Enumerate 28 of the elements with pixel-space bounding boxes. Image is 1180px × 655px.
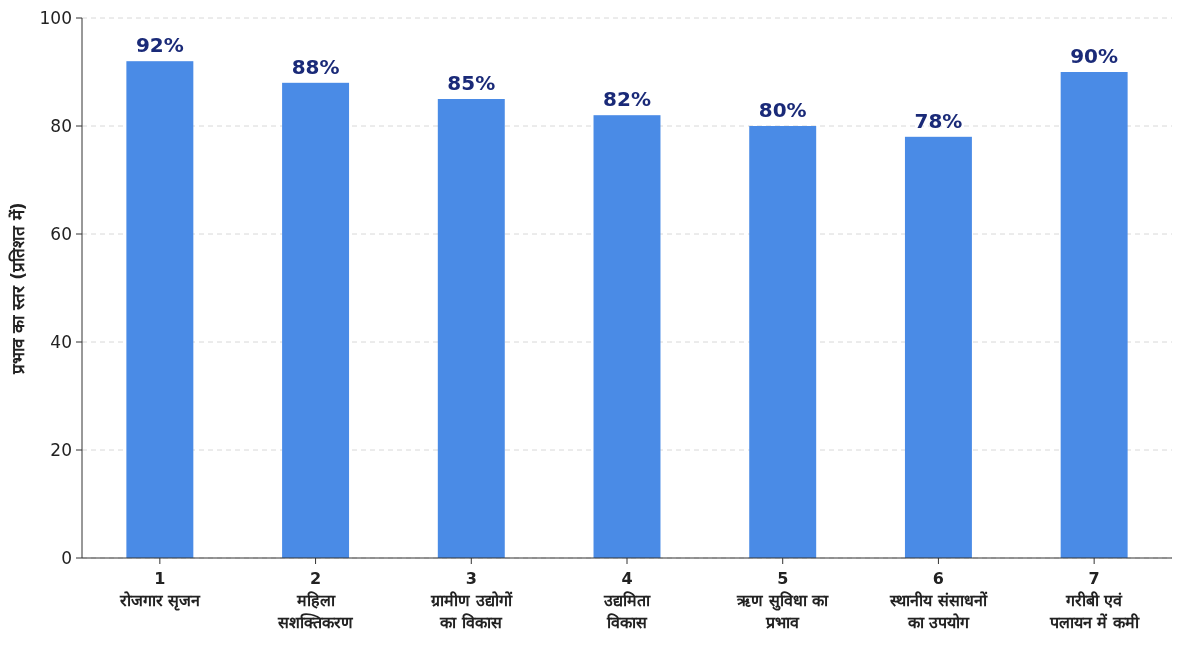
- x-tick-label: 4 उद्यमिता विकास: [603, 569, 651, 632]
- data-label: 92%: [135, 33, 184, 58]
- y-tick-label: 60: [50, 224, 72, 244]
- x-tick-label: 3 ग्रामीण उद्योगों का विकास: [430, 569, 513, 632]
- x-tick-label: 7 गरीबी एवं पलायन में कमी: [1048, 569, 1140, 632]
- bar: [282, 82, 350, 558]
- y-tick-label: 80: [50, 116, 72, 136]
- data-label: 90%: [1070, 44, 1119, 68]
- bar: [126, 61, 194, 558]
- data-label: 82%: [603, 87, 651, 112]
- data-label: 80%: [758, 98, 807, 122]
- y-tick-label: 40: [50, 332, 72, 352]
- y-tick-label: 0: [61, 548, 72, 568]
- x-tick-label: 6 स्थानीय संसाधनों का उपयोग: [889, 569, 988, 632]
- data-label: 88%: [291, 54, 340, 79]
- x-tick-label: 1 रोजगार सृजन: [118, 569, 202, 611]
- bar: [904, 136, 972, 558]
- bar: [437, 99, 505, 558]
- data-label: 85%: [447, 71, 496, 95]
- y-tick-label: 20: [50, 440, 72, 460]
- bar: [1060, 72, 1128, 558]
- bar: [593, 115, 661, 558]
- data-label: 78%: [914, 108, 963, 133]
- bar: [749, 126, 817, 558]
- y-axis-title: प्रभाव का स्तर (प्रतिशत में): [8, 202, 28, 375]
- x-tick-label: 2 महिला सशक्तिकरण: [277, 569, 355, 632]
- y-tick-label: 100: [39, 8, 72, 28]
- x-tick-label: 5 ऋण सुविधा का प्रभाव: [736, 569, 830, 632]
